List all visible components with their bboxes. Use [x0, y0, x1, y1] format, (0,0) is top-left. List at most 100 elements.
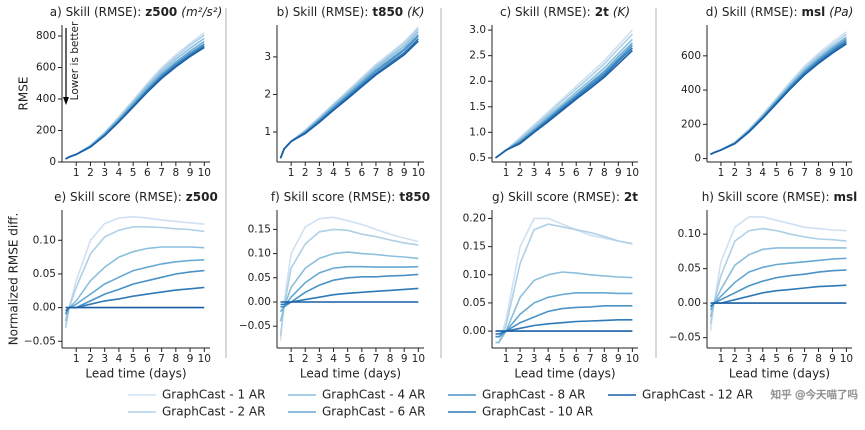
series-line	[279, 228, 419, 336]
x-tick-label: 7	[587, 167, 594, 179]
x-tick-label: 4	[330, 353, 337, 365]
panel-title: g) Skill score (RMSE): 2t	[492, 190, 638, 204]
legend-label: GraphCast - 10 AR	[482, 405, 593, 419]
x-tick-label: 8	[815, 167, 822, 179]
x-tick-label: 2	[87, 167, 94, 179]
x-tick-label: 9	[187, 353, 194, 365]
legend-label: GraphCast - 2 AR	[162, 405, 265, 419]
x-tick-label: 3	[531, 167, 538, 179]
panel-title: d) Skill (RMSE): msl (Pa)	[706, 5, 854, 19]
title-prefix: g) Skill score (RMSE):	[492, 190, 620, 204]
series-line	[709, 247, 847, 318]
title-variable: z500	[145, 5, 177, 19]
x-axis-label: Lead time (days)	[85, 367, 186, 381]
x-tick-label: 3	[101, 353, 108, 365]
y-tick-label: −0.05	[24, 335, 56, 347]
y-axis-label: Normalized RMSE diff.	[7, 213, 21, 346]
x-tick-label: 4	[116, 353, 123, 365]
y-tick-label: 0.05	[33, 268, 56, 280]
x-tick-label: 1	[73, 167, 80, 179]
x-tick-label: 8	[601, 353, 608, 365]
x-tick-label: 4	[116, 167, 123, 179]
panel-title: b) Skill (RMSE): t850 (K)	[277, 5, 425, 19]
x-tick-label: 4	[545, 167, 552, 179]
title-variable: msl	[834, 190, 858, 204]
x-tick-label: 3	[745, 167, 752, 179]
title-variable: msl	[802, 5, 826, 19]
x-tick-label: 1	[73, 353, 80, 365]
x-tick-label: 4	[759, 167, 766, 179]
x-tick-label: 3	[316, 353, 323, 365]
x-tick-label: 3	[531, 353, 538, 365]
series-line	[495, 223, 633, 344]
x-tick-label: 10	[412, 353, 425, 365]
x-tick-label: 4	[545, 353, 552, 365]
y-tick-label: 0.00	[463, 325, 486, 337]
x-tick-label: 10	[198, 353, 211, 365]
x-tick-label: 1	[288, 353, 295, 365]
x-tick-label: 7	[587, 353, 594, 365]
y-tick-label: 200	[681, 118, 701, 130]
x-tick-label: 5	[130, 167, 137, 179]
title-variable: t850	[399, 190, 430, 204]
x-tick-label: 7	[801, 167, 808, 179]
x-tick-label: 6	[144, 167, 151, 179]
title-prefix: b) Skill (RMSE):	[277, 5, 369, 19]
series-line	[279, 216, 419, 341]
series-line	[64, 259, 205, 315]
x-tick-label: 7	[158, 353, 165, 365]
x-tick-label: 1	[288, 167, 295, 179]
y-tick-label: 1.5	[469, 101, 486, 113]
x-axis-label: Lead time (days)	[300, 367, 401, 381]
title-variable: z500	[186, 190, 218, 204]
x-tick-label: 1	[718, 167, 725, 179]
x-tick-label: 3	[101, 167, 108, 179]
series-line	[709, 216, 847, 331]
x-tick-label: 2	[732, 167, 739, 179]
series-line	[495, 305, 633, 338]
x-tick-label: 6	[787, 353, 794, 365]
y-tick-label: 200	[36, 125, 56, 137]
x-tick-label: 6	[144, 353, 151, 365]
x-tick-label: 9	[829, 167, 836, 179]
series-line	[495, 292, 633, 338]
legend-label: GraphCast - 12 AR	[642, 388, 753, 402]
legend-label: GraphCast - 8 AR	[482, 388, 585, 402]
annotation-arrowhead	[63, 97, 69, 105]
x-tick-label: 6	[573, 353, 580, 365]
y-tick-label: 0.00	[248, 296, 271, 308]
x-tick-label: 2	[302, 353, 309, 365]
y-tick-label: 600	[36, 62, 56, 74]
x-tick-label: 5	[773, 167, 780, 179]
x-tick-label: 4	[759, 353, 766, 365]
y-tick-label: 2.5	[469, 50, 486, 62]
x-tick-label: 2	[302, 167, 309, 179]
x-tick-label: 8	[387, 353, 394, 365]
y-tick-label: 0.15	[248, 223, 271, 235]
title-prefix: h) Skill score (RMSE):	[702, 190, 830, 204]
title-unit: (K)	[613, 5, 630, 19]
y-axis-label: RMSE	[17, 77, 31, 111]
panel-title: a) Skill (RMSE): z500 (m²/s²)	[50, 5, 223, 19]
series-line	[495, 50, 633, 159]
x-tick-label: 8	[815, 353, 822, 365]
y-tick-label: 0.00	[33, 302, 56, 314]
title-variable: 2t	[624, 190, 638, 204]
y-tick-label: 3	[264, 51, 271, 63]
x-tick-label: 6	[358, 167, 365, 179]
x-tick-label: 6	[573, 167, 580, 179]
x-tick-label: 8	[601, 167, 608, 179]
x-tick-label: 9	[829, 353, 836, 365]
x-tick-label: 3	[745, 353, 752, 365]
y-tick-label: 600	[681, 50, 701, 62]
series-line	[65, 32, 205, 160]
title-variable: 2t	[595, 5, 609, 19]
x-tick-label: 9	[187, 167, 194, 179]
y-tick-label: 0	[694, 153, 701, 165]
x-tick-label: 7	[373, 167, 380, 179]
title-prefix: d) Skill (RMSE):	[706, 5, 798, 19]
series-line	[64, 226, 205, 328]
x-tick-label: 9	[401, 167, 408, 179]
y-tick-label: 0.10	[463, 269, 486, 281]
panel-title: c) Skill (RMSE): 2t (K)	[500, 5, 630, 19]
